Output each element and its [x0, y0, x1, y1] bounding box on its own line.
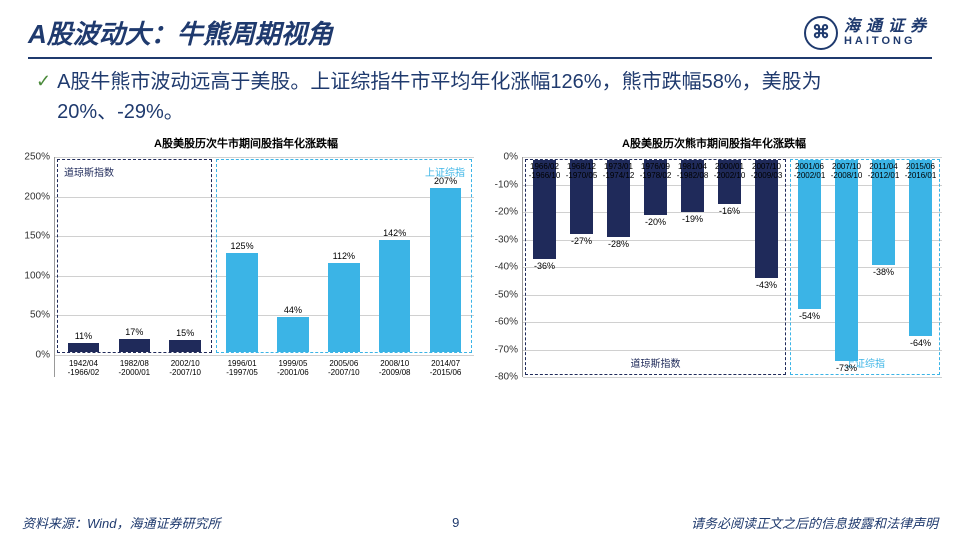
logo-icon: ⌘ — [804, 16, 838, 50]
bar-value-label: 15% — [176, 328, 194, 338]
bullet-row: ✓ A股牛熊市波动远高于美股。上证综指牛市平均年化涨幅126%，熊市跌幅58%，… — [0, 67, 960, 127]
x-axis-label: 2002/10-2007/10 — [169, 360, 201, 378]
x-axis-label: 2005/06-2007/10 — [328, 360, 360, 378]
bar-slot: 15%2002/10-2007/10 — [160, 160, 211, 352]
bar-value-label: -27% — [571, 236, 592, 246]
bar-slot: 125%1996/01-1997/05 — [217, 160, 268, 352]
x-axis-label: 2014/07-2015/06 — [430, 360, 462, 378]
x-axis-label: 1982/08-2000/01 — [119, 360, 151, 378]
chart-bull-plot: 0%50%100%150%200%250% 道琼斯指数11%1942/04-19… — [18, 157, 474, 377]
x-axis-label: 1999/05-2001/06 — [277, 360, 309, 378]
bar: 15% — [169, 340, 201, 352]
bar-slot: -54%2001/06-2002/01 — [791, 160, 828, 374]
bar-slot: -38% 2011/04-2012/01 — [865, 160, 902, 374]
bar-slot: -73%2007/10-2008/10 — [828, 160, 865, 374]
bar-slot: -27% 1968/12-1970/05 — [563, 160, 600, 374]
bar-value-label: -28% — [608, 239, 629, 249]
x-axis-label: 1966/02-1966/10 — [529, 163, 561, 181]
chart-bear-title: A股美股历次熊市期间股指年化涨跌幅 — [486, 135, 942, 151]
bar: -73% — [835, 160, 858, 361]
bar-slot: -28% 1973/01-1974/12 — [600, 160, 637, 374]
x-axis-label: 2015/06-2016/01 — [905, 163, 937, 181]
x-axis-label: 2007/10-2009/03 — [751, 163, 783, 181]
page-title: A股波动大：牛熊周期视角 — [28, 14, 333, 51]
bar-value-label: -38% — [873, 267, 894, 277]
bar: -64% — [909, 160, 932, 336]
bullet-text: A股牛熊市波动远高于美股。上证综指牛市平均年化涨幅126%，熊市跌幅58%，美股… — [57, 67, 912, 127]
bar-slot: -64%2015/06-2016/01 — [902, 160, 939, 374]
bar: -54% — [798, 160, 821, 309]
chart-group: 上证综指125%1996/01-1997/0544%1999/05-2001/0… — [216, 159, 472, 353]
bar-value-label: -54% — [799, 311, 820, 321]
x-axis-label: 1981/04-1982/08 — [677, 163, 709, 181]
logo-en: HAITONG — [844, 35, 932, 47]
bar-value-label: 142% — [383, 228, 406, 238]
bar-slot: 11%1942/04-1966/02 — [58, 160, 109, 352]
bar: 11% — [68, 343, 100, 352]
footer-disclaimer: 请务必阅读正文之后的信息披露和法律声明 — [691, 513, 938, 532]
bar: 207% — [430, 188, 462, 352]
x-axis-label: 1996/01-1997/05 — [226, 360, 258, 378]
logo: ⌘ 海通证券 HAITONG — [804, 16, 932, 50]
header: A股波动大：牛熊周期视角 ⌘ 海通证券 HAITONG — [0, 0, 960, 55]
chart-bull-title: A股美股历次牛市期间股指年化涨跌幅 — [18, 135, 474, 151]
x-axis-label: 2011/04-2012/01 — [868, 163, 900, 181]
bar-slot: -20% 1976/09-1978/02 — [637, 160, 674, 374]
chart-bear: A股美股历次熊市期间股指年化涨跌幅 -80%-70%-60%-50%-40%-3… — [486, 135, 942, 377]
bar-slot: 17%1982/08-2000/01 — [109, 160, 160, 352]
bar-value-label: -43% — [756, 280, 777, 290]
bar-value-label: 11% — [75, 331, 92, 341]
bar-value-label: 125% — [231, 241, 254, 251]
x-axis-label: 2007/10-2008/10 — [831, 163, 863, 181]
chart-group: 道琼斯指数-36%1966/02-1966/10-27%1968/12-1970… — [525, 159, 786, 375]
bar-slot: 44%1999/05-2001/06 — [268, 160, 319, 352]
bar-value-label: 112% — [333, 251, 355, 261]
footer-source: 资料来源：Wind，海通证券研究所 — [22, 513, 221, 532]
bar-slot: -36% 1966/02-1966/10 — [526, 160, 563, 374]
bar-slot: 207%2014/07-2015/06 — [420, 160, 471, 352]
bar: 17% — [119, 339, 151, 352]
bar-value-label: -19% — [682, 214, 703, 224]
bar-value-label: -64% — [910, 338, 931, 348]
x-axis-label: 1973/01-1974/12 — [603, 163, 635, 181]
chart-bull: A股美股历次牛市期间股指年化涨跌幅 0%50%100%150%200%250% … — [18, 135, 474, 377]
bar-slot: -19% 1981/04-1982/08 — [674, 160, 711, 374]
page-number: 9 — [452, 515, 459, 530]
bar: 142% — [379, 240, 411, 352]
bar-slot: -16% 2000/01-2002/10 — [711, 160, 748, 374]
x-axis-label: 2008/10-2009/08 — [379, 360, 411, 378]
bar: 125% — [226, 253, 258, 352]
x-axis-label: 1968/12-1970/05 — [566, 163, 598, 181]
bar-slot: 112%2005/06-2007/10 — [318, 160, 369, 352]
x-axis-label: 1942/04-1966/02 — [68, 360, 100, 378]
logo-cn: 海通证券 — [844, 18, 932, 36]
bar-value-label: -36% — [534, 261, 555, 271]
chart-group: 道琼斯指数11%1942/04-1966/0217%1982/08-2000/0… — [57, 159, 212, 353]
x-axis-label: 1976/09-1978/02 — [640, 163, 672, 181]
x-axis-label: 2001/06-2002/01 — [794, 163, 826, 181]
check-icon: ✓ — [36, 71, 51, 92]
footer: 资料来源：Wind，海通证券研究所 9 请务必阅读正文之后的信息披露和法律声明 — [0, 513, 960, 532]
bar-value-label: -20% — [645, 217, 666, 227]
bar: 44% — [277, 317, 309, 352]
bar-slot: 142%2008/10-2009/08 — [369, 160, 420, 352]
bar: 112% — [328, 263, 360, 352]
bar-value-label: 44% — [284, 305, 302, 315]
bar-value-label: 17% — [125, 327, 143, 337]
chart-group: 上证综指-54%2001/06-2002/01-73%2007/10-2008/… — [790, 159, 940, 375]
bar-value-label: -16% — [719, 206, 740, 216]
charts-container: A股美股历次牛市期间股指年化涨跌幅 0%50%100%150%200%250% … — [0, 127, 960, 377]
header-rule — [28, 57, 932, 59]
bar-value-label: 207% — [434, 176, 457, 186]
bar-slot: -43% 2007/10-2009/03 — [748, 160, 785, 374]
bar-value-label: -73% — [836, 363, 857, 373]
x-axis-label: 2000/01-2002/10 — [714, 163, 746, 181]
chart-bear-plot: -80%-70%-60%-50%-40%-30%-20%-10%0% 道琼斯指数… — [486, 157, 942, 377]
